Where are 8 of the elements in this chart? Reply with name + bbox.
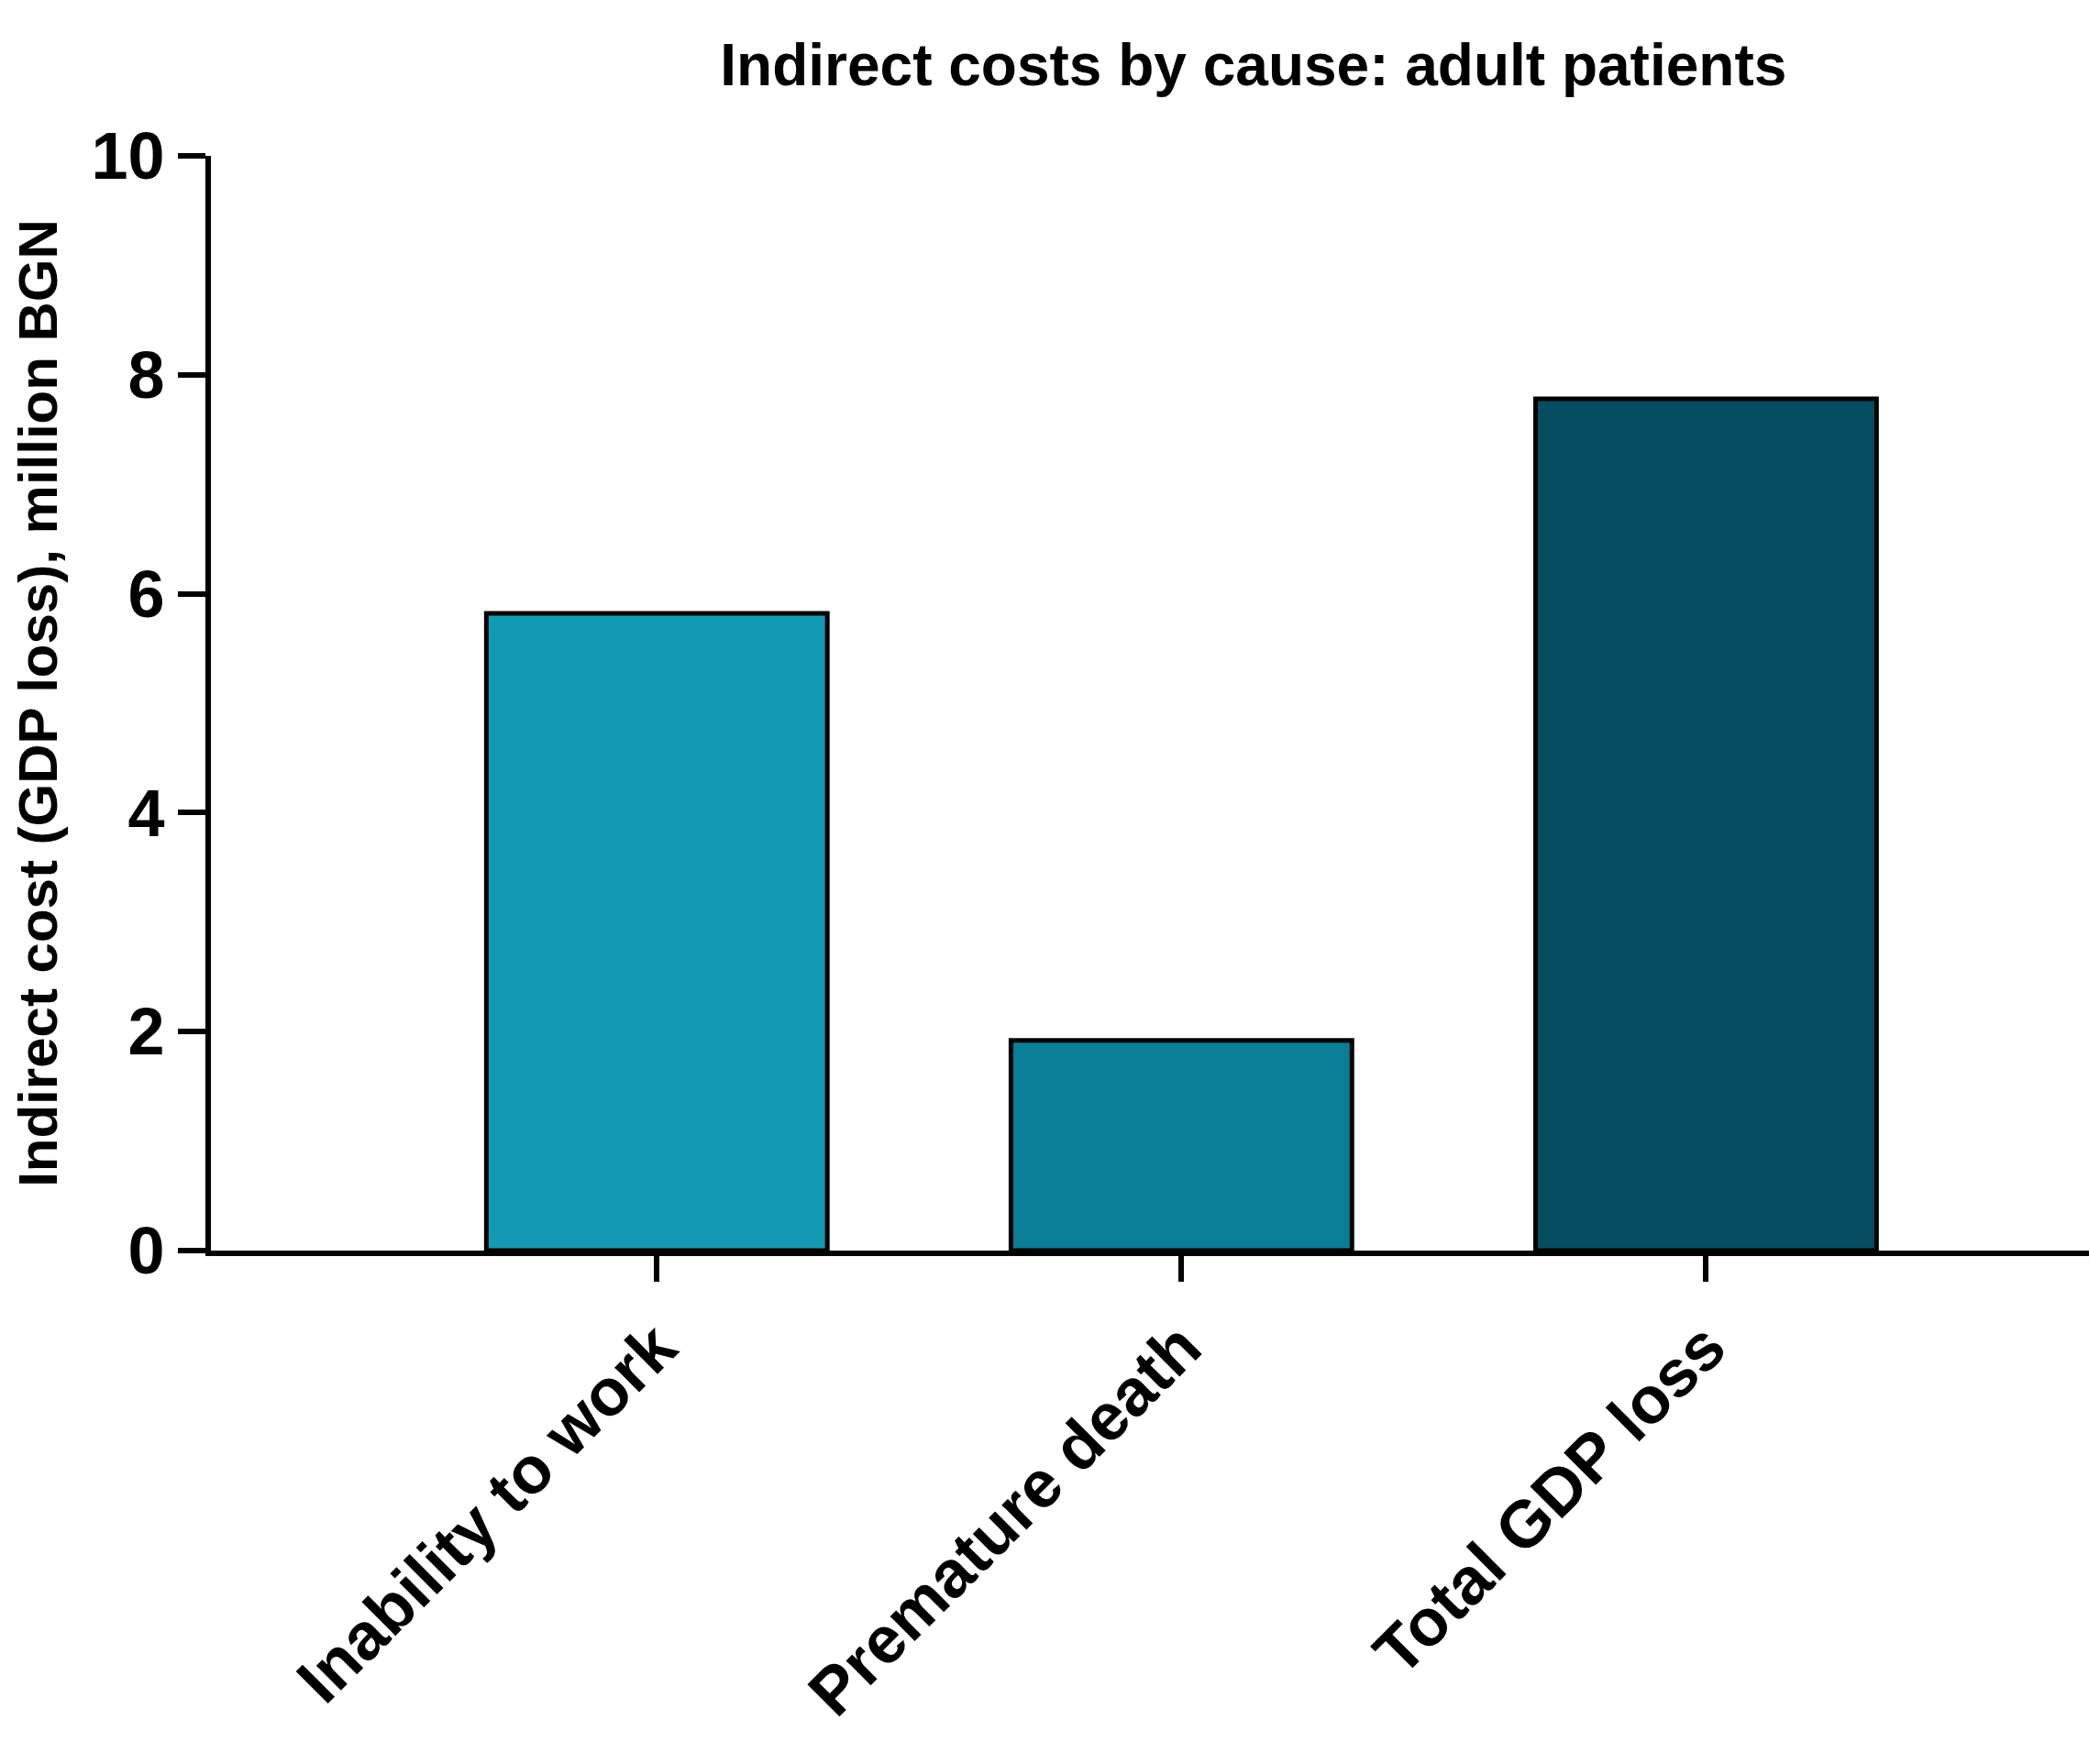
y-tick-label: 4 bbox=[127, 776, 165, 850]
y-tick-label: 8 bbox=[127, 338, 165, 412]
chart-title: Indirect costs by cause: adult patients bbox=[720, 31, 1787, 98]
y-tick-label: 0 bbox=[127, 1214, 165, 1288]
y-tick-label: 6 bbox=[127, 557, 165, 631]
y-axis-title: Indirect cost (GDP loss), million BGN bbox=[6, 219, 69, 1187]
y-tick-label: 10 bbox=[91, 119, 165, 193]
y-tick-label: 2 bbox=[127, 995, 165, 1069]
